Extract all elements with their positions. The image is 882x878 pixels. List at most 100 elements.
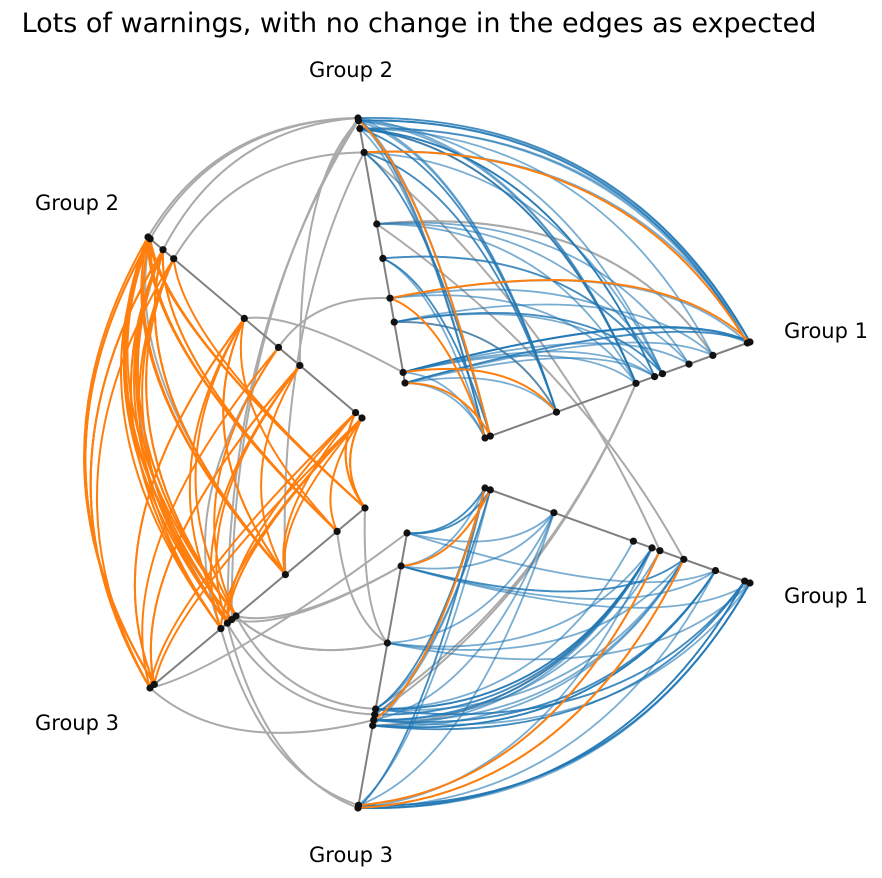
group1-edge: [375, 540, 635, 710]
node: [552, 408, 561, 416]
inter-group-edge: [372, 547, 653, 727]
group1-edge: [406, 512, 555, 543]
group1-edge: [394, 311, 664, 375]
group1-edge: [359, 127, 751, 343]
group1-edge: [357, 580, 746, 809]
axis-g1b: [484, 487, 751, 584]
node: [144, 233, 152, 241]
group2-edge: [133, 317, 246, 685]
highlight-edge: [358, 550, 661, 807]
group2-edge: [260, 364, 301, 576]
inter-group-edge: [147, 117, 359, 238]
node: [358, 414, 366, 422]
node: [352, 409, 360, 417]
group2-edge: [124, 238, 233, 621]
node: [709, 351, 717, 359]
group2-edge: [153, 417, 363, 685]
inter-group-edge: [244, 316, 404, 374]
group1-edge: [359, 127, 486, 439]
group2-edge: [194, 317, 246, 617]
node: [486, 486, 494, 494]
inter-group-edge: [219, 628, 359, 807]
node: [240, 314, 248, 322]
group1-edge: [400, 558, 685, 593]
node: [223, 619, 231, 627]
group-labels: Group 1 Group 2 Group 2 Group 3 Group 3 Group…: [35, 58, 868, 867]
node: [656, 547, 664, 555]
group1-edge: [363, 151, 492, 437]
highlight-edge: [357, 558, 685, 809]
group2-edge: [149, 238, 338, 533]
node: [401, 379, 409, 387]
group-label-g2a: Group 2: [309, 58, 393, 82]
group-label-g3a: Group 3: [309, 843, 393, 867]
highlight-edge: [373, 487, 486, 721]
node: [296, 361, 304, 370]
node: [648, 544, 656, 552]
inter-group-edge: [283, 151, 365, 575]
group1-edge: [357, 117, 751, 343]
inter-group-edge: [226, 622, 359, 809]
node: [373, 220, 381, 228]
node: [651, 373, 659, 381]
group2-edge: [344, 412, 366, 509]
highlight-edge: [401, 489, 492, 567]
highlight-edge: [389, 297, 486, 439]
group1-edge: [400, 565, 751, 609]
node: [383, 639, 391, 647]
node: [399, 368, 407, 376]
node: [354, 114, 362, 122]
inter-group-edge: [363, 507, 389, 644]
axis-g3a: [357, 532, 408, 809]
group1-edge: [394, 321, 558, 413]
inter-group-edge: [363, 151, 661, 552]
axis-g3b: [149, 507, 366, 689]
group1-edge: [372, 580, 746, 731]
group1-edge: [364, 151, 664, 375]
group1-edge: [358, 512, 555, 807]
group2-edge: [283, 417, 363, 575]
node: [354, 804, 362, 812]
group2-edge: [222, 317, 287, 576]
group2-edges: [83, 119, 751, 809]
group1-edge: [373, 558, 685, 722]
group-label-g3b: Group 3: [35, 711, 119, 735]
group2-edge: [153, 249, 287, 576]
group2-edge: [84, 238, 156, 685]
node: [379, 254, 387, 262]
node: [274, 343, 283, 351]
node: [356, 125, 364, 133]
group-label-g1a: Group 1: [784, 319, 868, 343]
axis-g2b: [147, 236, 363, 419]
group1-edge: [404, 357, 656, 384]
group1-edge: [373, 570, 717, 724]
inter-group-edge: [162, 117, 359, 251]
group2-edge: [145, 258, 237, 617]
axes: [147, 117, 751, 809]
node: [333, 527, 341, 536]
axis-g2a: [357, 117, 406, 384]
group2-edge: [172, 258, 366, 509]
inter-group-edge: [235, 615, 388, 652]
group1-edge: [375, 580, 746, 716]
group1-edge: [387, 547, 653, 648]
group2-edge: [149, 364, 301, 685]
node: [159, 246, 167, 254]
group1-edge: [363, 151, 492, 437]
group1-edge: [357, 580, 746, 809]
inter-group-edge: [226, 622, 375, 716]
node: [360, 148, 368, 156]
group1-edge: [358, 119, 558, 413]
node: [685, 360, 693, 368]
node: [170, 255, 178, 263]
group1-edge: [404, 341, 714, 384]
inter-group-edge: [235, 615, 376, 710]
axis-g1a: [484, 341, 751, 439]
group1-edge: [376, 222, 664, 375]
node: [390, 318, 398, 326]
inter-group-edge: [374, 382, 637, 716]
group1-edge: [357, 582, 751, 810]
nodes: [144, 114, 754, 812]
node: [746, 338, 754, 346]
